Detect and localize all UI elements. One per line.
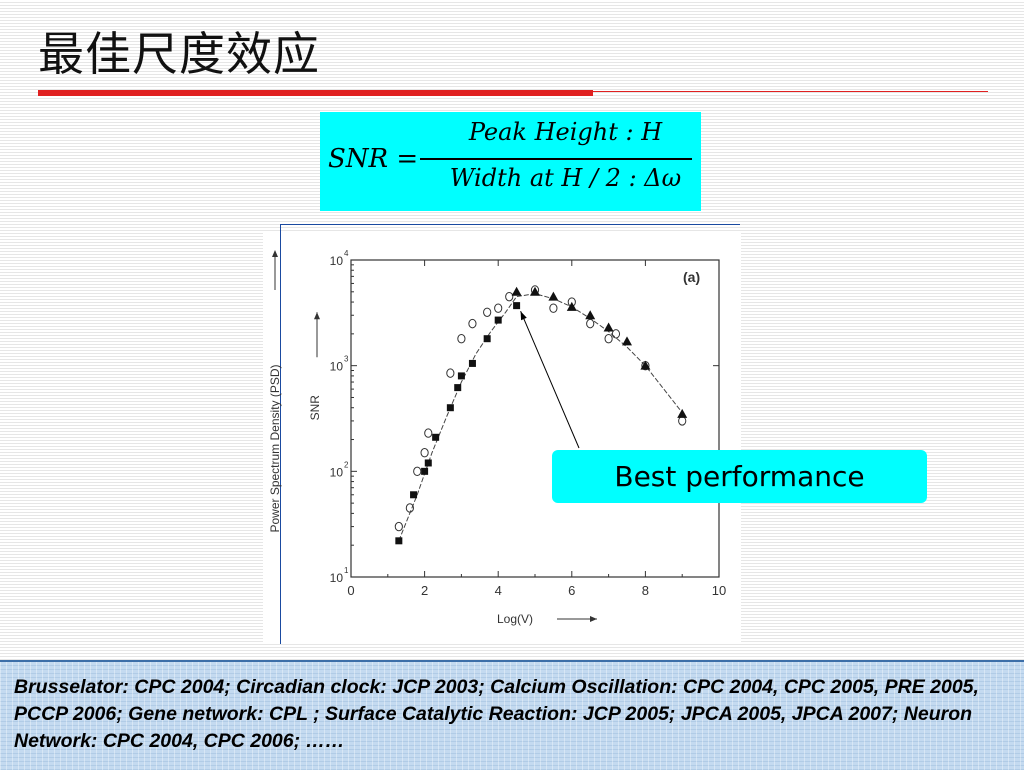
data-point-square — [468, 359, 476, 367]
data-point-square — [483, 335, 491, 343]
data-point-triangle — [530, 286, 540, 296]
data-point-square — [494, 316, 502, 324]
data-point-square — [421, 467, 429, 475]
x-tick-label: 4 — [495, 583, 502, 598]
data-point-circle — [394, 521, 403, 532]
data-point-triangle — [677, 408, 688, 418]
x-axis-label: Log(V) — [497, 612, 533, 626]
best-performance-callout: Best performance — [552, 450, 927, 503]
data-point-triangle — [566, 301, 577, 311]
data-point-circle — [604, 333, 613, 344]
y-axis-label-outer: Power Spectrum Density (PSD) — [268, 364, 282, 532]
data-point-square — [457, 372, 465, 380]
data-point-square — [513, 302, 521, 310]
data-point-circle — [424, 428, 433, 438]
data-point-square — [432, 433, 440, 441]
y-tick-exponent: 2 — [344, 460, 349, 469]
y-tick-label: 10 — [330, 254, 344, 268]
y-tick-exponent: 4 — [344, 249, 349, 258]
data-point-circle — [586, 318, 595, 329]
formula-numerator: Peak Height : H — [468, 118, 663, 146]
data-point-triangle — [640, 360, 651, 370]
x-tick-label: 8 — [642, 583, 649, 598]
data-point-circle — [611, 329, 621, 339]
y-axis-arrowhead-outer — [272, 250, 278, 257]
y-tick-label: 10 — [330, 571, 344, 585]
data-point-triangle — [622, 336, 632, 346]
title-underline — [38, 90, 593, 96]
data-point-circle — [446, 368, 455, 378]
formula-denominator: Width at H / 2 : Δω — [449, 164, 682, 192]
x-axis-arrowhead — [590, 616, 597, 622]
data-point-triangle — [511, 286, 522, 296]
panel-label: (a) — [683, 269, 700, 285]
data-point-circle — [549, 303, 558, 313]
plot-panel — [263, 232, 741, 644]
data-point-circle — [413, 466, 422, 477]
snr-formula: SNR = Peak Height : H Width at H / 2 : Δ… — [320, 112, 701, 211]
y-tick-exponent: 1 — [344, 566, 349, 575]
data-point-circle — [420, 448, 429, 458]
data-point-circle — [678, 416, 687, 426]
references-text: Brusselator: CPC 2004; Circadian clock: … — [14, 676, 979, 752]
plot-frame-left — [280, 224, 281, 644]
y-tick-label: 10 — [330, 360, 344, 374]
annotation-arrowhead — [520, 311, 527, 321]
data-point-triangle — [603, 322, 614, 332]
data-point-circle — [505, 291, 514, 302]
x-tick-label: 6 — [568, 583, 575, 598]
data-point-triangle — [548, 291, 559, 301]
data-point-square — [395, 537, 403, 545]
formula-lhs: SNR = — [328, 144, 419, 174]
data-point-circle — [494, 303, 503, 313]
data-point-square — [446, 404, 454, 412]
data-point-circle — [457, 333, 466, 344]
data-point-circle — [468, 318, 477, 329]
y-tick-label: 10 — [330, 465, 344, 479]
y-tick-exponent: 3 — [344, 355, 349, 364]
data-point-triangle — [585, 310, 596, 320]
data-point-circle — [405, 503, 414, 513]
slide-title: 最佳尺度效应 — [38, 27, 320, 81]
data-point-square — [454, 384, 462, 392]
y-axis-label-inner: SNR — [308, 395, 322, 421]
references-box: Brusselator: CPC 2004; Circadian clock: … — [0, 660, 1024, 770]
data-point-circle — [483, 307, 492, 317]
annotation-arrow — [520, 311, 580, 449]
title-underline-thin — [593, 91, 988, 92]
formula-fraction-bar — [420, 158, 692, 160]
plot-frame-top — [280, 224, 740, 225]
y-axis-arrowhead-inner — [314, 312, 320, 320]
data-point-square — [424, 459, 432, 467]
x-tick-label: 10 — [712, 583, 726, 598]
data-point-square — [410, 491, 418, 499]
plot-frame — [350, 259, 720, 578]
fit-curve — [398, 293, 683, 541]
x-tick-label: 0 — [347, 583, 354, 598]
x-tick-label: 2 — [421, 583, 428, 598]
